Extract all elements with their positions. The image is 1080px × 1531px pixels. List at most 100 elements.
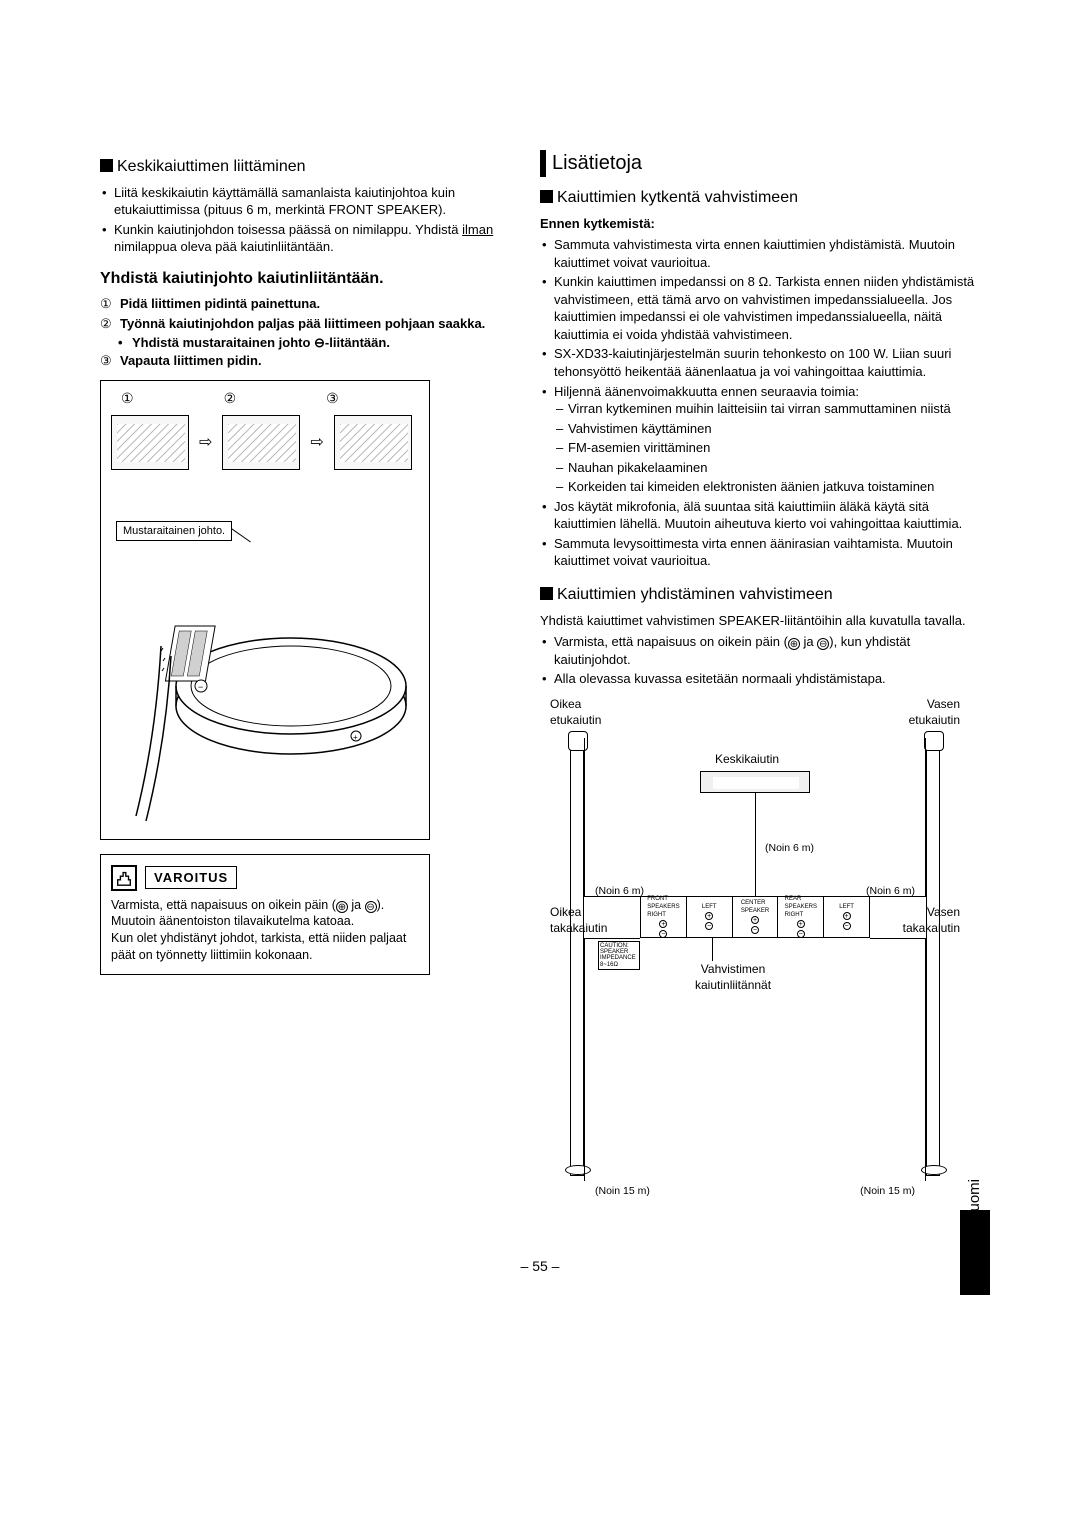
- page-number: – 55 –: [521, 1257, 560, 1276]
- before-connecting-heading: Ennen kytkemistä:: [540, 215, 980, 233]
- right-bullet-list-2: Varmista, että napaisuus on oikein päin …: [540, 633, 980, 688]
- term-5-label: LEFT: [839, 903, 854, 911]
- rb2a-pre: Varmista, että napaisuus on oikein päin …: [554, 634, 788, 649]
- term-5: LEFT+−: [824, 897, 869, 937]
- label-6m-r: (Noin 6 m): [595, 884, 644, 898]
- hand-icon-svg: [115, 869, 133, 887]
- right-h2-text: Kaiuttimien yhdistäminen vahvistimeen: [557, 586, 833, 603]
- label-15m-r: (Noin 15 m): [595, 1184, 650, 1198]
- arrow-icon: ⇨: [310, 432, 323, 454]
- step-1-text: Pidä liittimen pidintä painettuna.: [120, 296, 320, 311]
- label-vasen-taka: Vasen takakaiutin: [903, 904, 960, 936]
- svg-text:−: −: [198, 682, 203, 692]
- warning-body-2: Kun olet yhdistänyt johdot, tarkista, et…: [111, 930, 419, 964]
- rb-e: Jos käytät mikrofonia, älä suuntaa sitä …: [540, 498, 980, 533]
- black-stripe-wire-label: Mustaraitainen johto.: [116, 521, 232, 542]
- right-bullet-list: Sammuta vahvistimesta virta ennen kaiutt…: [540, 236, 980, 570]
- step-3: ③Vapauta liittimen pidin.: [100, 352, 510, 370]
- term-2: LEFT+−: [687, 897, 733, 937]
- wb1-pre: Varmista, että napaisuus on oikein päin …: [111, 898, 336, 912]
- center-speaker-icon: [700, 771, 810, 793]
- wire-rr: [584, 938, 585, 1181]
- wire-center: [755, 793, 756, 896]
- speaker-front-left: [926, 736, 940, 1176]
- right-intro: Yhdistä kaiuttimet vahvistimen SPEAKER-l…: [540, 612, 980, 630]
- wire-rl: [925, 938, 926, 1181]
- term-2-label: LEFT: [702, 903, 717, 911]
- rb-d-iv: Nauhan pikakelaaminen: [554, 459, 980, 477]
- minus-icon: ⊖: [817, 638, 829, 650]
- fig-n1: ①: [121, 389, 134, 408]
- label-oikea-taka: Oikea takakaiutin: [550, 904, 607, 936]
- label-6m-l: (Noin 6 m): [866, 884, 915, 898]
- fig-n3: ③: [326, 389, 339, 408]
- term-3: CENTER SPEAKER+−: [733, 897, 779, 937]
- amplifier-terminals: FRONT SPEAKERS RIGHT+− LEFT+− CENTER SPE…: [640, 896, 870, 938]
- left-bullet-1b: Kunkin kaiutinjohdon toisessa päässä on …: [100, 221, 510, 256]
- rb-d-i: Virran kytkeminen muihin laitteisiin tai…: [554, 400, 980, 418]
- step-2-sub: Yhdistä mustaraitainen johto ⊖-liitäntää…: [100, 334, 510, 352]
- svg-text:+: +: [353, 733, 358, 742]
- left-bold-heading: Yhdistä kaiutinjohto kaiutinliitäntään.: [100, 268, 510, 290]
- rb-a: Sammuta vahvistimesta virta ennen kaiutt…: [540, 236, 980, 271]
- b-underline: ilman: [462, 222, 493, 237]
- label-oikea-etu: Oikea etukaiutin: [550, 696, 601, 728]
- wiring-diagram: Oikea etukaiutin Vasen etukaiutin Keskik…: [540, 696, 970, 1226]
- rb-c: SX-XD33-kaiutinjärjestelmän suurin tehon…: [540, 345, 980, 380]
- warning-box: VAROITUS Varmista, että napaisuus on oik…: [100, 854, 430, 976]
- label-keski: Keskikaiutin: [715, 751, 779, 767]
- left-subheading-1: Keskikaiuttimen liittäminen: [100, 156, 510, 178]
- square-bullet-icon: [540, 587, 553, 600]
- term-1: FRONT SPEAKERS RIGHT+−: [641, 897, 687, 937]
- left-column: Keskikaiuttimen liittäminen Liitä keskik…: [100, 150, 510, 1226]
- section-title: Lisätietoja: [540, 150, 980, 177]
- term-1-label: FRONT SPEAKERS RIGHT: [647, 895, 679, 919]
- terminal-row: FRONT SPEAKERS RIGHT+− LEFT+− CENTER SPE…: [641, 897, 869, 937]
- rb-d-text: Hiljennä äänenvoimakkuutta ennen seuraav…: [554, 384, 859, 399]
- left-h1-text: Keskikaiuttimen liittäminen: [117, 158, 306, 175]
- fig-n2: ②: [224, 389, 237, 408]
- wire-rl-h: [870, 938, 926, 939]
- term-4-label: REAR SPEAKERS RIGHT: [785, 895, 817, 919]
- warning-title: VAROITUS: [145, 866, 237, 890]
- label-15m-l: (Noin 15 m): [860, 1184, 915, 1198]
- left-bullet-list-1: Liitä keskikaiutin käyttämällä samanlais…: [100, 184, 510, 256]
- warning-header: VAROITUS: [111, 865, 419, 891]
- warning-hand-icon: [111, 865, 137, 891]
- rb-d-iii: FM-asemien virittäminen: [554, 439, 980, 457]
- step-2: ②Työnnä kaiutinjohdon paljas pää liittim…: [100, 315, 510, 333]
- panel-2: [222, 415, 300, 470]
- center-speaker-drawing: − +: [126, 536, 411, 826]
- step-2-text: Työnnä kaiutinjohdon paljas pää liittime…: [120, 316, 485, 331]
- figure-panel-row: ⇨ ⇨: [101, 415, 429, 470]
- rb2a-mid: ja: [800, 634, 817, 649]
- two-column-layout: Keskikaiuttimen liittäminen Liitä keskik…: [100, 150, 980, 1226]
- speaker-front-right: [570, 736, 584, 1176]
- rb-d: Hiljennä äänenvoimakkuutta ennen seuraav…: [540, 383, 980, 496]
- rb-d-ii: Vahvistimen käyttäminen: [554, 420, 980, 438]
- right-subheading-2: Kaiuttimien yhdistäminen vahvistimeen: [540, 584, 980, 606]
- warning-body-1: Varmista, että napaisuus on oikein päin …: [111, 897, 419, 931]
- plus-icon: ⊕: [788, 638, 800, 650]
- label-vahvistin: Vahvistimen kaiutinliitännät: [695, 961, 771, 993]
- rb-d-sublist: Virran kytkeminen muihin laitteisiin tai…: [554, 400, 980, 496]
- label-vasen-etu: Vasen etukaiutin: [909, 696, 960, 728]
- rb-d-v: Korkeiden tai kimeiden elektronisten ään…: [554, 478, 980, 496]
- steps-list: ①Pidä liittimen pidintä painettuna. ②Työ…: [100, 295, 510, 332]
- label-6m-center: (Noin 6 m): [765, 841, 814, 855]
- rb2-b: Alla olevassa kuvassa esitetään normaali…: [540, 670, 980, 688]
- panel-1: [111, 415, 189, 470]
- arrow-icon: ⇨: [199, 432, 212, 454]
- left-bullet-1a: Liitä keskikaiutin käyttämällä samanlais…: [100, 184, 510, 219]
- step-1: ①Pidä liittimen pidintä painettuna.: [100, 295, 510, 313]
- plus-icon: ⊕: [336, 901, 348, 913]
- square-bullet-icon: [100, 159, 113, 172]
- square-bullet-icon: [540, 190, 553, 203]
- b-post: nimilappua oleva pää kaiutinliitäntään.: [114, 239, 334, 254]
- right-h1-text: Kaiuttimien kytkentä vahvistimeen: [557, 189, 798, 206]
- rb-b: Kunkin kaiuttimen impedanssi on 8 Ω. Tar…: [540, 273, 980, 343]
- language-label: Suomi: [965, 1170, 985, 1230]
- wire-rr-h: [584, 938, 640, 939]
- wire-amp-label: [712, 938, 713, 961]
- wire-fl-v: [925, 738, 926, 896]
